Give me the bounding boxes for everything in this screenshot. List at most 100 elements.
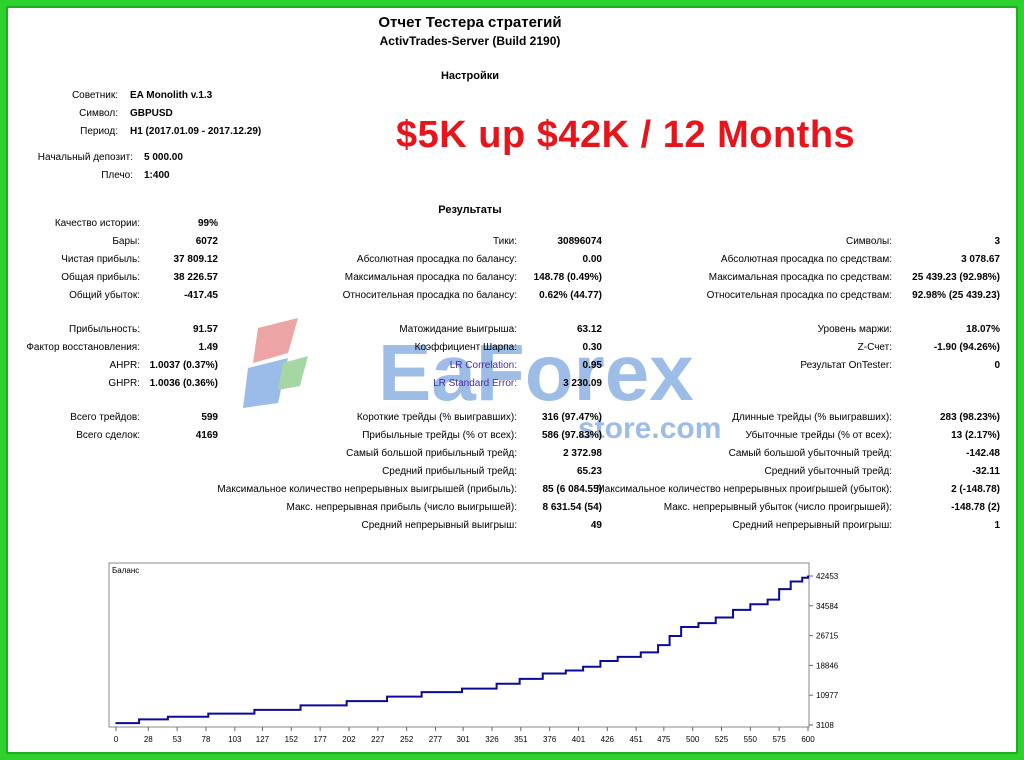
results-col1-label: AHPR: — [109, 360, 140, 371]
x-tick-label: 475 — [657, 735, 671, 744]
results-col2-label: Самый большой прибыльный трейд: — [346, 448, 517, 459]
settings-heading: Настройки — [440, 70, 500, 82]
x-tick-label: 451 — [629, 735, 643, 744]
x-tick-label: 525 — [715, 735, 729, 744]
results-col2-value: 63.12 — [576, 324, 602, 335]
results-col2-label: Максимальная просадка по балансу: — [344, 272, 517, 283]
x-tick-label: 0 — [114, 735, 119, 744]
results-col3-label: Средний непрерывный проигрыш: — [732, 520, 892, 531]
results-col3-label: Максимальное количество непрерывных прои… — [596, 484, 892, 495]
balance-point — [789, 580, 792, 583]
results-col3-value: -148.78 (2) — [951, 502, 1000, 513]
results-col2-label: Максимальное количество непрерывных выиг… — [217, 484, 517, 495]
advisor-value: EA Monolith v.1.3 — [130, 90, 213, 101]
results-col3-value: 1 — [994, 520, 1000, 531]
advisor-label: Советник: — [71, 90, 118, 101]
results-col1-value: 6072 — [195, 236, 218, 247]
balance-point — [639, 651, 642, 654]
results-col2-value: 148.78 (0.49%) — [533, 272, 602, 283]
results-col2-value: 0.62% (44.77) — [539, 290, 602, 301]
results-col2-label: Относительная просадка по балансу: — [342, 290, 517, 301]
balance-point — [807, 575, 809, 577]
results-col3-value: 25 439.23 (92.98%) — [912, 272, 1000, 283]
results-col2-label: Короткие трейды (% выигравших): — [356, 412, 517, 423]
balance-point — [801, 576, 804, 579]
x-tick-label: 202 — [342, 735, 356, 744]
results-col3-label: Максимальная просадка по средствам: — [708, 272, 892, 283]
balance-point — [299, 704, 302, 707]
results-col3-label: Длинные трейды (% выигравших): — [732, 412, 892, 423]
results-col1-value: 599 — [201, 412, 218, 423]
results-col1-value: 99% — [197, 218, 218, 229]
balance-point — [749, 603, 752, 606]
results-col2-value: 0.00 — [582, 254, 602, 265]
results-col3-value: 2 (-148.78) — [951, 484, 1000, 495]
balance-point — [138, 718, 140, 721]
results-col1-value: 4169 — [195, 430, 218, 441]
balance-point — [518, 678, 521, 680]
x-tick-label: 351 — [514, 735, 528, 744]
balance-point — [657, 644, 659, 646]
balance-point — [495, 682, 498, 685]
results-col3-label: Относительная просадка по средствам: — [706, 290, 892, 301]
period-value: H1 (2017.01.09 - 2017.12.29) — [130, 126, 262, 137]
results-col2-value: 586 (97.83%) — [541, 430, 602, 441]
results-col1-label: Качество истории: — [54, 218, 140, 229]
x-tick-label: 177 — [313, 735, 327, 744]
results-col1-label: Всего трейдов: — [70, 412, 140, 423]
results-col3-label: Символы: — [845, 236, 892, 247]
promo-headline: $5K up $42K / 12 Months — [396, 114, 856, 156]
balance-point — [697, 622, 700, 624]
x-tick-label: 53 — [173, 735, 182, 744]
x-tick-label: 152 — [285, 735, 299, 744]
symbol-label: Символ: — [79, 108, 118, 119]
results-col1-value: 1.49 — [198, 342, 218, 353]
plot-area — [108, 562, 810, 728]
balance-point — [386, 695, 388, 698]
chart-title: Баланс — [112, 566, 139, 575]
results-col3-value: 283 (98.23%) — [939, 412, 1000, 423]
results-col3-label: Уровень маржи: — [817, 324, 892, 335]
balance-point — [115, 722, 117, 724]
results-col2-value: 8 631.54 (54) — [542, 502, 603, 513]
leverage-label: Плечо: — [101, 170, 133, 181]
deposit-label: Начальный депозит: — [37, 152, 133, 163]
balance-point — [714, 616, 717, 619]
results-col3-label: Средний убыточный трейд: — [764, 466, 892, 477]
report-title: Отчет Тестера стратегий — [378, 14, 562, 31]
results-col1-value: -417.45 — [184, 290, 218, 301]
x-tick-label: 103 — [228, 735, 242, 744]
deposit-value: 5 000.00 — [144, 152, 183, 163]
x-tick-label: 426 — [601, 735, 615, 744]
results-col1-value: 1.0037 (0.37%) — [149, 360, 218, 371]
results-col1-value: 1.0036 (0.36%) — [149, 378, 218, 389]
balance-point — [778, 588, 780, 590]
results-col2-label: Матожидание выигрыша: — [399, 324, 517, 335]
results-col1-label: Общий убыток: — [69, 290, 140, 301]
balance-point — [680, 626, 682, 628]
results-col2-label: Макс. непрерывная прибыль (число выигрыш… — [286, 502, 517, 513]
results-col2-value: 85 (6 084.55) — [542, 484, 603, 495]
results-col3-value: 92.98% (25 439.23) — [912, 290, 1000, 301]
x-tick-label: 277 — [429, 735, 443, 744]
balance-point — [766, 598, 769, 601]
results-col2-label: Средний прибыльный трейд: — [382, 466, 517, 477]
results-col3-value: -32.11 — [972, 466, 1000, 477]
x-tick-label: 28 — [144, 735, 153, 744]
report-frame: Отчет Тестера стратегий ActivTrades-Serv… — [6, 6, 1018, 754]
results-col2-value: 65.23 — [576, 466, 602, 477]
results-col1-value: 38 226.57 — [173, 272, 219, 283]
results-col2-value: 0.95 — [582, 360, 602, 371]
x-tick-label: 326 — [485, 735, 499, 744]
results-col2-label: LR Correlation: — [449, 360, 517, 371]
y-tick-label: 26715 — [816, 632, 839, 641]
results-col1-label: Прибыльность: — [69, 324, 140, 335]
balance-point — [616, 656, 619, 658]
results-col1-label: Бары: — [112, 236, 140, 247]
results-col1-value: 37 809.12 — [173, 254, 219, 265]
results-col2-label: Коэффициент Шарпа: — [414, 342, 517, 353]
balance-series-line — [116, 576, 809, 725]
x-tick-label: 127 — [256, 735, 270, 744]
results-col3-value: -1.90 (94.26%) — [933, 342, 1000, 353]
results-col3-value: 3 078.67 — [961, 254, 1000, 265]
